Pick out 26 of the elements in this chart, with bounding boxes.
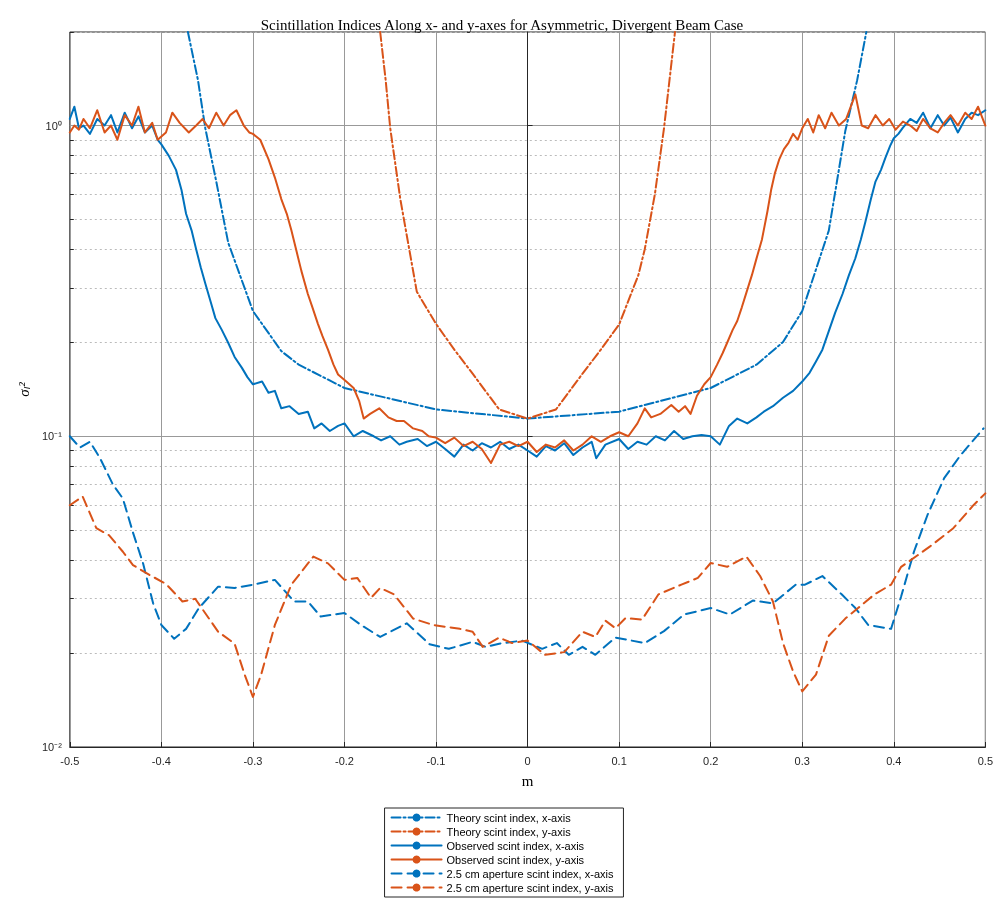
x-tick-label: 0.3 — [794, 754, 810, 767]
x-tick-label: 0 — [524, 754, 531, 767]
legend-label: Observed scint index, y-axis — [446, 853, 585, 866]
y-tick-label: 10⁻² — [41, 741, 63, 753]
legend-label: 2.5 cm aperture scint index, y-axis — [446, 881, 614, 894]
line-series — [68, 427, 985, 656]
x-tick-label: -0.5 — [60, 754, 80, 767]
x-tick-label: -0.4 — [151, 754, 171, 767]
x-tick-label: 0.2 — [703, 754, 719, 767]
y-tick-label: 10⁻¹ — [41, 430, 63, 443]
chart-title: Scintillation Indices Along x- and y-axes for Asymmetric, Divergent Beam Case — [260, 16, 744, 33]
y-tick-label: 10⁰ — [45, 119, 62, 132]
x-tick-label: 0.1 — [611, 754, 627, 767]
legend-label: Theory scint index, x-axis — [446, 811, 572, 824]
x-tick-label: -0.3 — [243, 754, 263, 767]
x-axis-title: m — [521, 772, 534, 789]
line-series — [68, 492, 987, 698]
x-tick-label: -0.1 — [426, 754, 446, 767]
legend-label: Theory scint index, y-axis — [446, 825, 572, 838]
x-tick-label: 0.5 — [977, 754, 993, 767]
line-series — [379, 31, 676, 420]
legend-label: 2.5 cm aperture scint index, x-axis — [446, 867, 614, 880]
x-tick-label: -0.2 — [334, 754, 354, 767]
legend-label: Observed scint index, x-axis — [446, 839, 585, 852]
line-series — [186, 31, 868, 420]
x-tick-label: 0.4 — [886, 754, 902, 767]
